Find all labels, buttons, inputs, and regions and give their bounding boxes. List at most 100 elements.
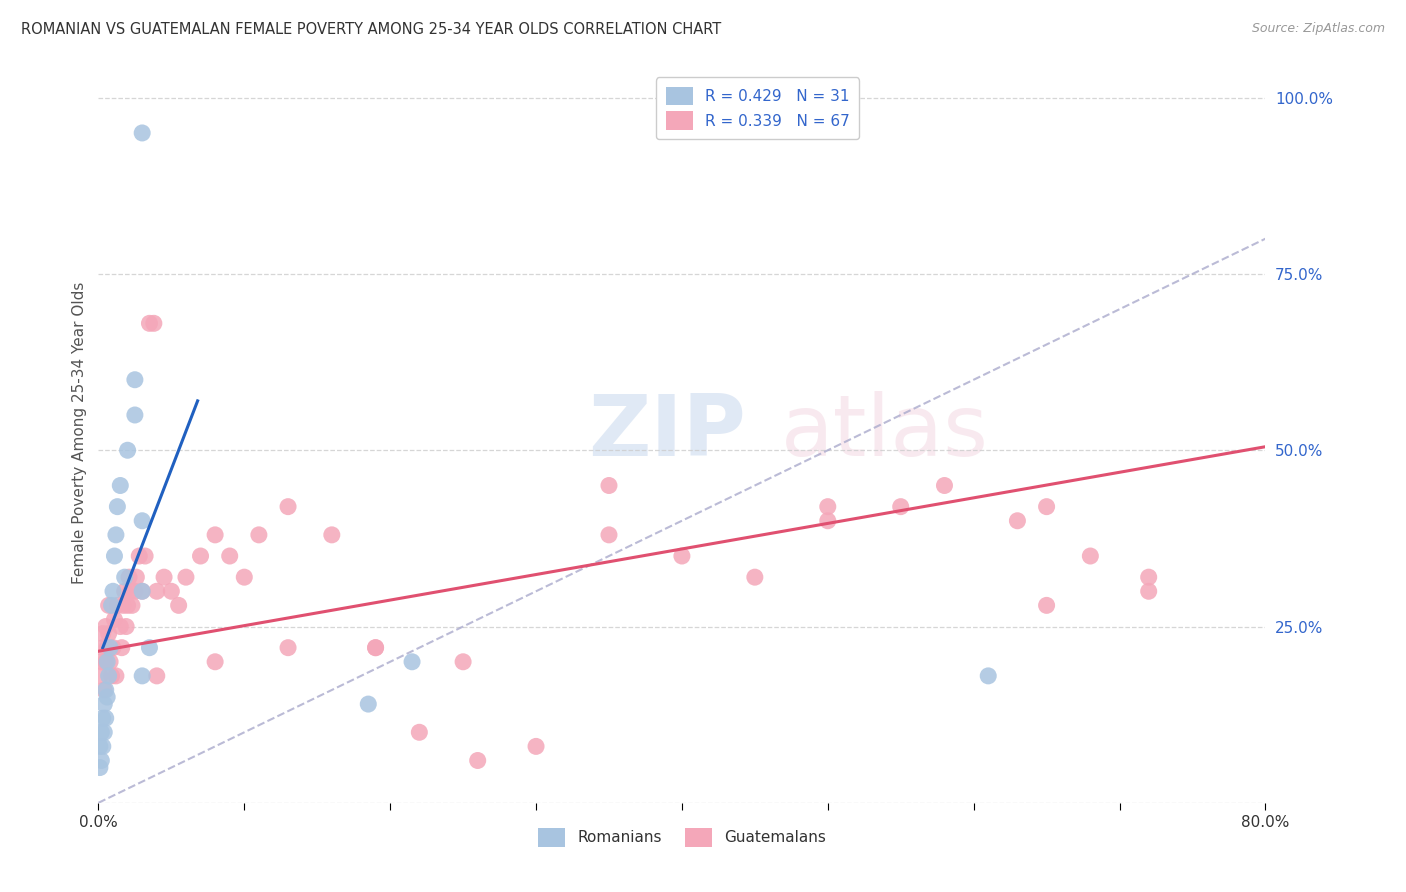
Point xyxy=(153,570,176,584)
Point xyxy=(467,754,489,768)
Point xyxy=(100,669,122,683)
Text: ZIP: ZIP xyxy=(589,391,747,475)
Point xyxy=(98,655,121,669)
Point xyxy=(90,725,112,739)
Point xyxy=(204,528,226,542)
Point xyxy=(117,599,139,613)
Point xyxy=(94,683,117,698)
Point xyxy=(124,373,146,387)
Point xyxy=(98,640,121,655)
Point xyxy=(408,725,430,739)
Point xyxy=(357,697,380,711)
Point xyxy=(128,549,150,563)
Point xyxy=(112,599,135,613)
Point xyxy=(105,599,128,613)
Point xyxy=(115,619,138,633)
Point xyxy=(90,754,112,768)
Point xyxy=(146,669,169,683)
Point xyxy=(598,478,620,492)
Point xyxy=(89,669,111,683)
Point xyxy=(190,549,212,563)
Point xyxy=(247,528,270,542)
Point xyxy=(401,655,423,669)
Point xyxy=(218,549,240,563)
Point xyxy=(97,626,120,640)
Point xyxy=(131,584,153,599)
Point xyxy=(524,739,547,754)
Y-axis label: Female Poverty Among 25-34 Year Olds: Female Poverty Among 25-34 Year Olds xyxy=(72,282,87,583)
Point xyxy=(110,478,132,492)
Point xyxy=(160,584,183,599)
Point xyxy=(146,584,169,599)
Point xyxy=(105,500,128,514)
Point xyxy=(131,126,153,140)
Point xyxy=(744,570,766,584)
Point xyxy=(598,528,620,542)
Point xyxy=(104,528,127,542)
Point xyxy=(167,599,190,613)
Point xyxy=(110,619,132,633)
Point xyxy=(93,697,115,711)
Point xyxy=(277,640,299,655)
Point xyxy=(97,669,120,683)
Point xyxy=(114,570,136,584)
Point xyxy=(111,640,134,655)
Point xyxy=(817,514,839,528)
Point xyxy=(131,669,153,683)
Point xyxy=(817,500,839,514)
Point xyxy=(125,570,148,584)
Point xyxy=(131,514,153,528)
Text: atlas: atlas xyxy=(782,391,988,475)
Text: Source: ZipAtlas.com: Source: ZipAtlas.com xyxy=(1251,22,1385,36)
Point xyxy=(91,640,114,655)
Point xyxy=(124,584,146,599)
Point xyxy=(91,739,114,754)
Point xyxy=(1035,500,1057,514)
Point xyxy=(1137,584,1160,599)
Point xyxy=(977,669,1000,683)
Point xyxy=(90,655,112,669)
Point xyxy=(204,655,226,669)
Point xyxy=(101,584,124,599)
Point xyxy=(94,619,117,633)
Point xyxy=(364,640,387,655)
Point xyxy=(101,640,124,655)
Point xyxy=(138,316,160,330)
Point xyxy=(934,478,956,492)
Point xyxy=(121,599,143,613)
Point xyxy=(94,655,117,669)
Point xyxy=(277,500,299,514)
Point xyxy=(96,655,118,669)
Point xyxy=(142,316,165,330)
Point xyxy=(364,640,387,655)
Point xyxy=(93,683,115,698)
Point xyxy=(94,711,117,725)
Point xyxy=(97,599,120,613)
Point xyxy=(89,760,111,774)
Point xyxy=(131,584,153,599)
Point xyxy=(114,584,136,599)
Text: ROMANIAN VS GUATEMALAN FEMALE POVERTY AMONG 25-34 YEAR OLDS CORRELATION CHART: ROMANIAN VS GUATEMALAN FEMALE POVERTY AM… xyxy=(21,22,721,37)
Point xyxy=(96,690,118,704)
Point xyxy=(117,443,139,458)
Point xyxy=(91,626,114,640)
Point xyxy=(890,500,912,514)
Point xyxy=(1007,514,1029,528)
Point xyxy=(134,549,156,563)
Point xyxy=(1080,549,1102,563)
Point xyxy=(321,528,343,542)
Point xyxy=(174,570,197,584)
Point xyxy=(91,711,114,725)
Point xyxy=(103,612,125,626)
Point xyxy=(1035,599,1057,613)
Point xyxy=(233,570,256,584)
Point xyxy=(100,599,122,613)
Point xyxy=(671,549,693,563)
Point xyxy=(104,669,127,683)
Point xyxy=(103,549,125,563)
Point xyxy=(451,655,474,669)
Point xyxy=(96,640,118,655)
Legend: Romanians, Guatemalans: Romanians, Guatemalans xyxy=(530,821,834,855)
Point xyxy=(93,725,115,739)
Point xyxy=(138,640,160,655)
